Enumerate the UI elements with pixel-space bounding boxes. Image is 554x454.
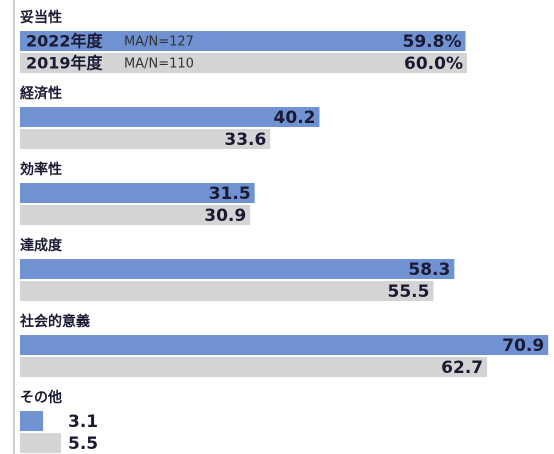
bar: [20, 53, 467, 73]
bar: [20, 259, 455, 279]
value-label: 31.5: [209, 184, 251, 204]
value-label: 33.6: [224, 130, 266, 150]
bar: [20, 205, 251, 225]
value-label: 58.3: [408, 260, 450, 280]
value-label: 5.5: [68, 434, 98, 454]
category-label: 社会的意義: [19, 313, 90, 330]
category-label: 経済性: [20, 85, 62, 102]
category-label: その他: [20, 389, 62, 406]
value-label: 62.7: [441, 358, 483, 378]
bar: [20, 335, 549, 355]
bar: [20, 411, 44, 431]
bar: [20, 107, 320, 127]
category-label: 効率性: [20, 161, 62, 178]
bar: [20, 433, 61, 453]
value-label: 40.2: [274, 108, 316, 128]
legend-note: MA/N=110: [124, 57, 194, 72]
value-label: 3.1: [68, 412, 98, 432]
value-label: 70.9: [502, 336, 544, 356]
value-label: 59.8%: [403, 32, 462, 52]
bar: [20, 357, 488, 377]
legend-name: 2019年度: [26, 54, 104, 73]
bar: [20, 31, 466, 51]
category-label: 妥当性: [20, 9, 62, 26]
value-label: 30.9: [204, 206, 246, 226]
bar: [20, 281, 434, 301]
legend-note: MA/N=127: [124, 35, 194, 50]
legend-name: 2022年度: [26, 32, 104, 51]
bar: [20, 129, 271, 149]
category-label: 達成度: [20, 237, 63, 254]
value-label: 60.0%: [404, 54, 463, 74]
bar: [20, 183, 255, 203]
value-label: 55.5: [388, 282, 430, 302]
